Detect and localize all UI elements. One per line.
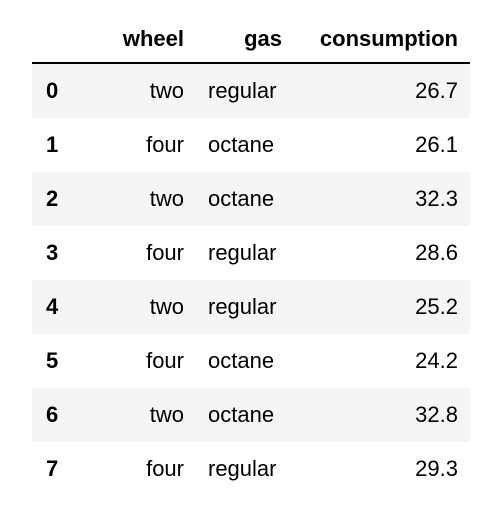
table-row: 1 four octane 26.1 — [32, 118, 470, 172]
row-index: 2 — [46, 186, 59, 211]
header-wheel: wheel — [122, 26, 184, 51]
cell-wheel: two — [149, 294, 184, 319]
header-consumption: consumption — [319, 26, 458, 51]
table-header: wheel gas consumption — [32, 16, 470, 63]
cell-consumption: 32.3 — [415, 186, 458, 211]
row-index: 3 — [46, 240, 59, 265]
table-row: 2 two octane 32.3 — [32, 172, 470, 226]
row-index: 5 — [46, 348, 59, 373]
cell-consumption: 26.7 — [415, 78, 458, 103]
cell-wheel: four — [146, 132, 184, 157]
table-row: 5 four octane 24.2 — [32, 334, 470, 388]
cell-gas: regular — [208, 456, 277, 481]
row-index: 4 — [46, 294, 59, 319]
cell-wheel: two — [149, 186, 184, 211]
cell-wheel: four — [146, 348, 184, 373]
cell-gas: regular — [208, 78, 277, 103]
dataframe-table: wheel gas consumption 0 two regular 26.7… — [32, 16, 470, 496]
row-index: 7 — [46, 456, 59, 481]
row-index: 1 — [46, 132, 59, 157]
cell-consumption: 29.3 — [415, 456, 458, 481]
cell-gas: regular — [208, 294, 277, 319]
row-index: 6 — [46, 402, 59, 427]
cell-consumption: 32.8 — [415, 402, 458, 427]
header-row: wheel gas consumption — [32, 16, 470, 63]
cell-gas: octane — [208, 402, 275, 427]
table-row: 6 two octane 32.8 — [32, 388, 470, 442]
cell-wheel: four — [146, 240, 184, 265]
row-index: 0 — [46, 78, 59, 103]
cell-consumption: 25.2 — [415, 294, 458, 319]
header-gas: gas — [244, 26, 282, 51]
header-index — [32, 16, 86, 63]
cell-wheel: two — [149, 402, 184, 427]
table-row: 4 two regular 25.2 — [32, 280, 470, 334]
cell-wheel: two — [149, 78, 184, 103]
cell-gas: octane — [208, 348, 275, 373]
cell-wheel: four — [146, 456, 184, 481]
cell-consumption: 24.2 — [415, 348, 458, 373]
table-row: 0 two regular 26.7 — [32, 63, 470, 118]
dataframe-table-container: wheel gas consumption 0 two regular 26.7… — [32, 16, 470, 496]
table-row: 7 four regular 29.3 — [32, 442, 470, 496]
cell-gas: octane — [208, 132, 275, 157]
cell-consumption: 28.6 — [415, 240, 458, 265]
table-body: 0 two regular 26.7 1 four octane 26.1 2 … — [32, 63, 470, 496]
table-row: 3 four regular 28.6 — [32, 226, 470, 280]
cell-gas: octane — [208, 186, 275, 211]
cell-consumption: 26.1 — [415, 132, 458, 157]
cell-gas: regular — [208, 240, 277, 265]
